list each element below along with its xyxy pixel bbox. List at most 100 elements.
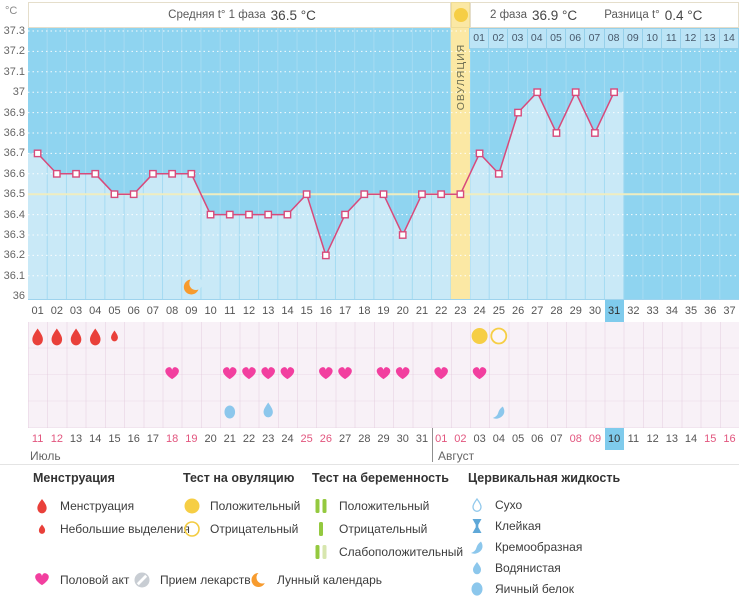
temp-marker[interactable]: [398, 231, 407, 239]
cycle-day-cell[interactable]: 31: [604, 300, 624, 322]
temp-marker[interactable]: [379, 190, 388, 199]
y-axis-unit-label: °C: [5, 5, 18, 17]
date-cell: 14: [684, 433, 698, 445]
temp-marker[interactable]: [264, 210, 273, 219]
cycle-day-cell[interactable]: 04: [89, 305, 102, 317]
diff-value: 0.4 °C: [664, 7, 703, 23]
creamy-comma-icon: [471, 541, 483, 554]
menstruation-drop-icon: [70, 328, 82, 346]
cycle-day-cell[interactable]: 11: [224, 305, 236, 317]
date-cell: 24: [281, 433, 294, 445]
temp-marker[interactable]: [475, 149, 484, 158]
cycle-day-cell[interactable]: 29: [569, 305, 582, 317]
cycle-day-cell[interactable]: 33: [646, 305, 659, 317]
ovulation-band-label: ОВУЛЯЦИЯ: [454, 43, 467, 111]
legend-ovulation-test-title: Тест на овуляцию: [183, 471, 295, 485]
egg-white-drop-icon: [224, 405, 236, 419]
temp-marker[interactable]: [72, 169, 80, 178]
intercourse-heart-icon: [261, 367, 275, 380]
temp-marker[interactable]: [283, 210, 292, 219]
legend-pregnancy-test-title: Тест на беременность: [312, 471, 449, 485]
cycle-day-cell[interactable]: 21: [415, 305, 429, 317]
intercourse-heart-icon: [395, 367, 410, 380]
cycle-day-cell[interactable]: 18: [358, 305, 371, 317]
cycle-day-cell[interactable]: 30: [588, 305, 602, 317]
temp-marker[interactable]: [129, 190, 138, 199]
temp-marker[interactable]: [418, 190, 426, 199]
cycle-day-cell[interactable]: 07: [146, 305, 160, 317]
cycle-day-cell[interactable]: 23: [454, 305, 467, 317]
temp-marker[interactable]: [168, 169, 177, 178]
legend-item: Сухо: [468, 494, 620, 515]
moon-icon: [251, 571, 268, 587]
cycle-day-cell[interactable]: 37: [723, 305, 736, 317]
cycle-day-cell[interactable]: 06: [127, 305, 140, 317]
cycle-day-cell[interactable]: 25: [492, 305, 505, 317]
temp-marker[interactable]: [590, 129, 599, 137]
cycle-day-cell[interactable]: 13: [262, 305, 275, 317]
cycle-day-cell[interactable]: 22: [435, 305, 448, 317]
bbt-chart-svg: [28, 28, 739, 300]
date-cell: 08: [569, 433, 582, 445]
date-cell: 30: [396, 433, 409, 445]
phase1-summary-box: Средняя t° 1 фаза 36.5 °C: [28, 2, 451, 28]
temp-marker[interactable]: [52, 169, 61, 178]
temp-marker[interactable]: [321, 251, 330, 260]
temp-marker[interactable]: [91, 169, 100, 178]
cycle-day-cell[interactable]: 19: [377, 305, 390, 317]
cycle-day-cell[interactable]: 01: [31, 305, 44, 317]
temp-marker[interactable]: [225, 210, 234, 219]
temp-marker[interactable]: [494, 169, 503, 178]
cycle-day-cell[interactable]: 17: [338, 305, 352, 317]
cycle-day-cell[interactable]: 26: [511, 305, 525, 317]
date-cell: 10: [604, 428, 624, 450]
temp-marker[interactable]: [456, 190, 465, 199]
temp-marker[interactable]: [437, 190, 446, 199]
temp-marker[interactable]: [533, 88, 542, 97]
cycle-day-cell[interactable]: 36: [704, 305, 717, 317]
cycle-day-cell[interactable]: 24: [473, 305, 486, 317]
y-tick-label: 37.2: [3, 45, 25, 58]
cycle-day-cell[interactable]: 28: [550, 305, 563, 317]
temp-marker[interactable]: [302, 190, 311, 199]
temp-marker[interactable]: [206, 210, 215, 219]
cycle-day-cell[interactable]: 09: [185, 305, 198, 317]
intercourse-heart-icon: [165, 367, 179, 380]
cycle-day-cell[interactable]: 02: [50, 305, 63, 317]
temp-marker[interactable]: [341, 210, 349, 219]
date-cell: 01: [435, 433, 448, 445]
cycle-day-cell[interactable]: 32: [627, 305, 640, 317]
date-cell: 15: [704, 433, 717, 445]
temp-marker[interactable]: [610, 88, 618, 97]
temp-marker[interactable]: [110, 190, 119, 199]
temp-marker[interactable]: [33, 149, 42, 158]
temp-marker[interactable]: [187, 169, 196, 178]
legend-item: Клейкая: [468, 515, 620, 536]
cycle-day-cell[interactable]: 16: [319, 305, 333, 317]
cycle-day-cell[interactable]: 27: [531, 305, 544, 317]
legend-item: Слабоположительный: [312, 540, 463, 563]
dpo-cell: 10: [641, 28, 663, 49]
cycle-day-cell[interactable]: 34: [665, 305, 678, 317]
cycle-day-cell[interactable]: 12: [242, 305, 256, 317]
cycle-day-cell[interactable]: 14: [281, 305, 294, 317]
cycle-day-cell[interactable]: 20: [396, 305, 409, 317]
temp-marker[interactable]: [149, 169, 157, 178]
cycle-day-cell[interactable]: 05: [108, 305, 121, 317]
temp-marker[interactable]: [571, 88, 580, 97]
cycle-day-cell[interactable]: 15: [300, 305, 313, 317]
cycle-day-cell[interactable]: 10: [204, 305, 217, 317]
cycle-day-cell[interactable]: 03: [69, 305, 83, 317]
temp-marker[interactable]: [360, 190, 369, 199]
date-cell: 29: [377, 433, 390, 445]
cycle-day-cell[interactable]: 35: [684, 305, 698, 317]
temp-marker[interactable]: [552, 129, 561, 137]
cycle-day-cell[interactable]: 08: [166, 305, 179, 317]
dpo-cell: 05: [545, 28, 567, 49]
dpo-cell: 02: [488, 28, 509, 49]
temp-marker[interactable]: [514, 108, 522, 117]
date-cell: 23: [262, 433, 275, 445]
temp-marker[interactable]: [245, 210, 253, 219]
legend-cervical-fluid-title: Цервикальная жидкость: [468, 471, 621, 485]
